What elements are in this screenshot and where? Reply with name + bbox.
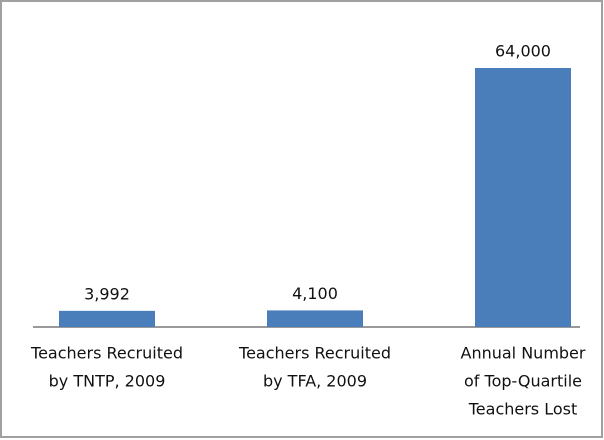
bar [475,68,571,327]
data-label: 64,000 [495,42,551,61]
x-tick-label: by TFA, 2009 [263,372,367,391]
x-tick-label: Teachers Recruited [238,344,391,363]
data-label: 3,992 [84,284,130,303]
x-tick-label: by TNTP, 2009 [49,372,166,391]
bar [59,310,155,327]
x-tick-label: Teachers Lost [468,400,578,419]
bar [267,310,363,327]
x-tick-label: of Top-Quartile [464,372,582,391]
data-label: 4,100 [292,284,338,303]
x-tick-label: Teachers Recruited [30,344,183,363]
x-tick-label: Annual Number [461,344,586,363]
